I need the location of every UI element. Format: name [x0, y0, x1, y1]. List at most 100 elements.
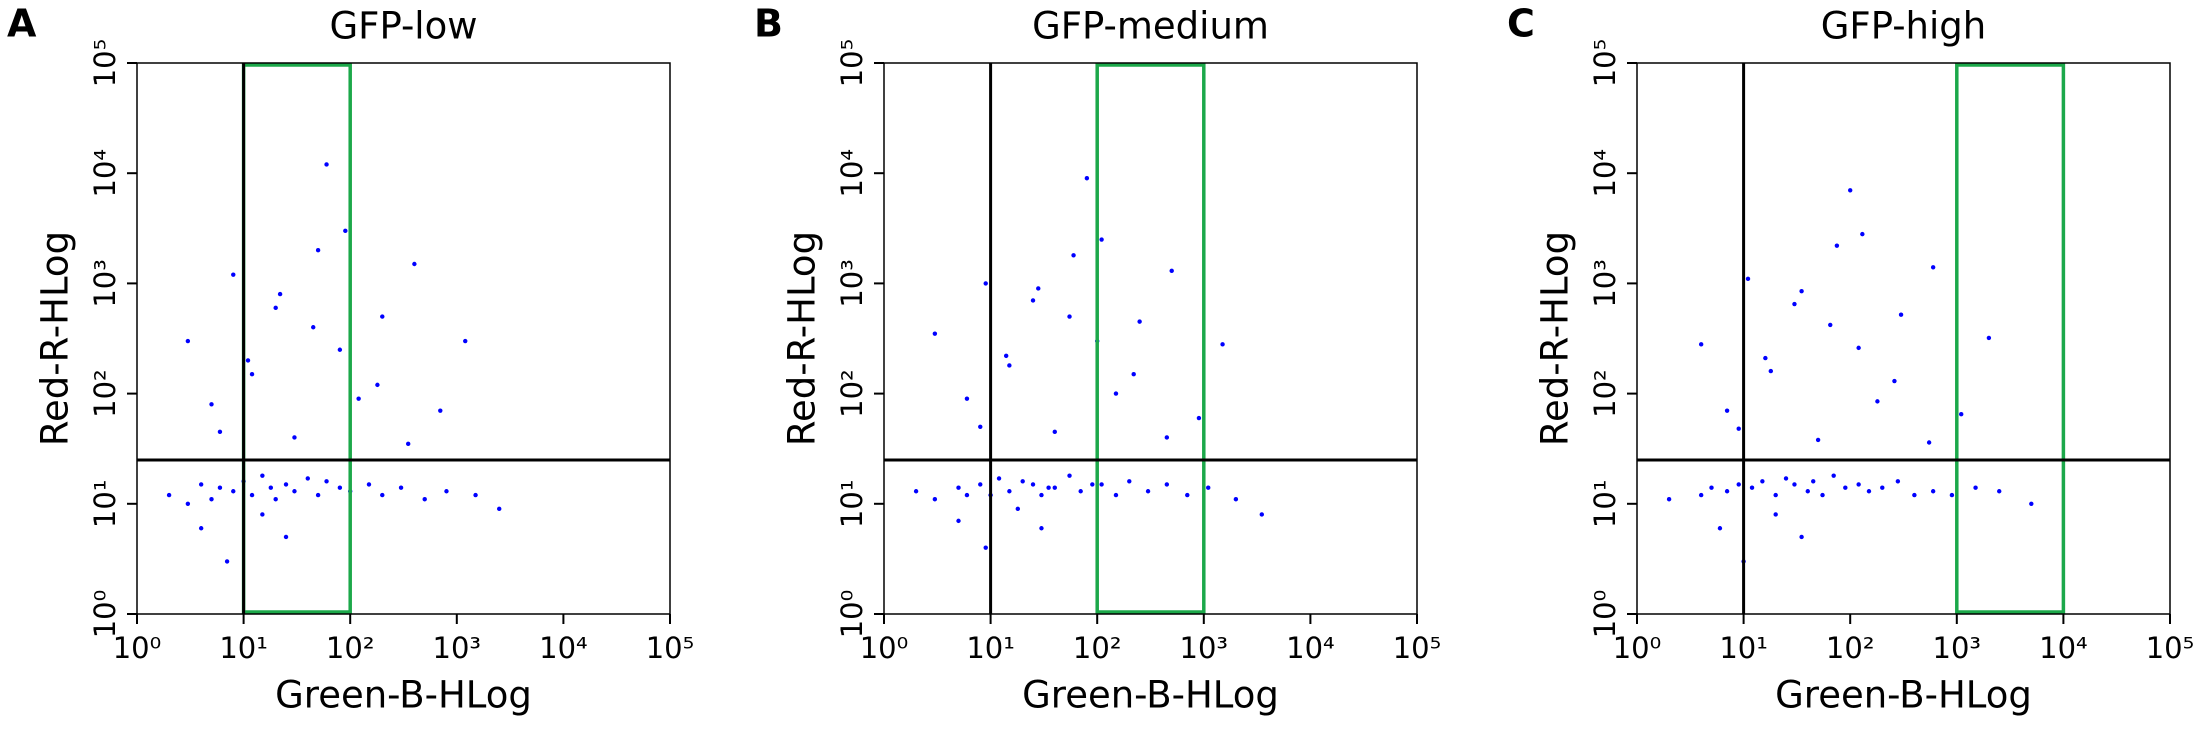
y-tick-label: 10⁵	[88, 39, 122, 88]
point	[185, 501, 191, 506]
point	[1763, 355, 1768, 361]
point	[1052, 485, 1057, 490]
point	[1895, 479, 1901, 484]
point	[1185, 492, 1190, 498]
point	[1078, 489, 1083, 494]
panel-label: A	[7, 2, 37, 46]
point	[1046, 485, 1051, 490]
y-tick-label: 10³	[88, 259, 122, 308]
point	[1145, 489, 1151, 494]
point	[1036, 286, 1041, 291]
x-tick-label: 10⁴	[2039, 631, 2088, 665]
point	[1856, 482, 1861, 487]
point	[913, 489, 919, 494]
point	[422, 497, 427, 502]
y-axis-label: Red-R-HLog	[781, 231, 824, 446]
point	[292, 435, 297, 440]
point	[1848, 188, 1853, 193]
point	[956, 518, 961, 524]
point	[268, 485, 274, 490]
point	[324, 479, 329, 484]
y-tick-label: 10³	[835, 259, 869, 308]
point	[1698, 492, 1704, 498]
point	[444, 489, 449, 494]
point	[964, 492, 970, 498]
point	[305, 476, 310, 481]
x-tick-label: 10¹	[966, 631, 1015, 665]
point	[1745, 276, 1751, 282]
point	[1930, 489, 1936, 494]
plot-frame	[1636, 62, 2171, 615]
point	[1020, 479, 1025, 484]
y-tick-label: 10⁴	[1588, 149, 1622, 198]
point	[473, 492, 478, 498]
point	[996, 476, 1002, 481]
point	[983, 281, 988, 286]
point	[231, 272, 236, 277]
y-tick-label: 10⁰	[1588, 590, 1622, 639]
point	[1831, 473, 1836, 478]
y-tick-label: 10⁴	[88, 149, 122, 198]
point	[292, 489, 297, 494]
y-tick-label: 10²	[1588, 369, 1622, 418]
point	[1113, 492, 1119, 498]
point	[224, 559, 230, 564]
point	[1930, 265, 1936, 270]
point	[315, 248, 321, 253]
point	[249, 371, 255, 377]
point	[1164, 435, 1170, 440]
point	[1926, 440, 1932, 445]
point	[260, 473, 265, 478]
point	[380, 492, 385, 498]
plot-frame	[136, 62, 671, 615]
point	[1137, 319, 1142, 324]
point	[1866, 489, 1872, 494]
point	[463, 338, 468, 344]
x-axis-label: Green-B-HLog	[1775, 674, 2032, 717]
plot-frame	[883, 62, 1418, 615]
point	[1724, 408, 1730, 413]
point	[311, 325, 316, 330]
y-axis-label: Red-R-HLog	[1534, 231, 1577, 446]
gate	[1955, 63, 2066, 614]
x-tick-label: 10³	[1933, 631, 1982, 665]
chart-title: GFP-high	[1821, 5, 1986, 48]
point	[1783, 476, 1789, 481]
y-tick-label: 10¹	[1588, 480, 1622, 529]
point	[978, 424, 983, 429]
point	[1052, 429, 1057, 435]
point	[1007, 489, 1012, 494]
point	[978, 482, 983, 487]
point	[412, 261, 417, 267]
point	[1959, 412, 1964, 417]
x-tick-label: 10⁰	[113, 631, 162, 665]
x-tick-label: 10³	[433, 631, 482, 665]
x-tick-label: 10³	[1180, 631, 1229, 665]
point	[1875, 399, 1880, 404]
point	[1799, 288, 1804, 294]
point	[1666, 497, 1672, 502]
point	[380, 314, 385, 319]
point	[1113, 391, 1119, 396]
point	[283, 534, 289, 540]
point	[277, 291, 283, 297]
y-tick-label: 10¹	[88, 480, 122, 529]
point	[1892, 378, 1897, 384]
point	[1856, 345, 1861, 351]
point	[1099, 237, 1104, 242]
point	[497, 506, 502, 512]
panel-label: C	[1507, 2, 1535, 46]
point	[283, 482, 289, 487]
point	[245, 358, 251, 363]
point	[1039, 492, 1044, 498]
point	[1196, 415, 1202, 421]
point	[356, 396, 361, 401]
point	[375, 382, 380, 388]
point	[249, 492, 255, 498]
point	[1997, 489, 2002, 494]
point	[1717, 526, 1723, 531]
y-tick-label: 10²	[88, 369, 122, 418]
point	[1071, 253, 1076, 258]
x-tick-label: 10⁰	[1613, 631, 1662, 665]
point	[198, 482, 204, 487]
